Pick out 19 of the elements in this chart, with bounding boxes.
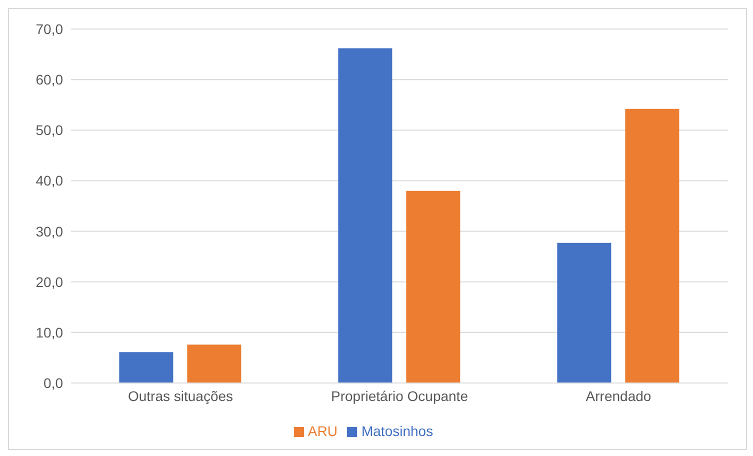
- y-tick-label: 30,0: [36, 223, 64, 240]
- y-tick-label: 40,0: [36, 172, 64, 189]
- y-tick-label: 50,0: [36, 122, 64, 138]
- legend-label: ARU: [308, 423, 338, 439]
- y-tick-label: 0,0: [44, 374, 64, 391]
- bar: [119, 352, 174, 383]
- x-tick-label: Outras situações: [128, 388, 234, 404]
- legend-label: Matosinhos: [361, 423, 434, 439]
- bar: [406, 190, 460, 383]
- bar: [338, 48, 392, 383]
- y-tick-label: 70,0: [36, 20, 64, 37]
- bar: [187, 344, 242, 383]
- y-tick-label: 20,0: [36, 274, 64, 290]
- x-tick-label: Proprietário Ocupante: [331, 388, 468, 404]
- bar: [557, 242, 612, 383]
- y-tick-label: 60,0: [36, 72, 64, 88]
- bar: [625, 108, 680, 383]
- x-tick-label: Arrendado: [586, 388, 652, 404]
- y-tick-label: 10,0: [36, 324, 64, 340]
